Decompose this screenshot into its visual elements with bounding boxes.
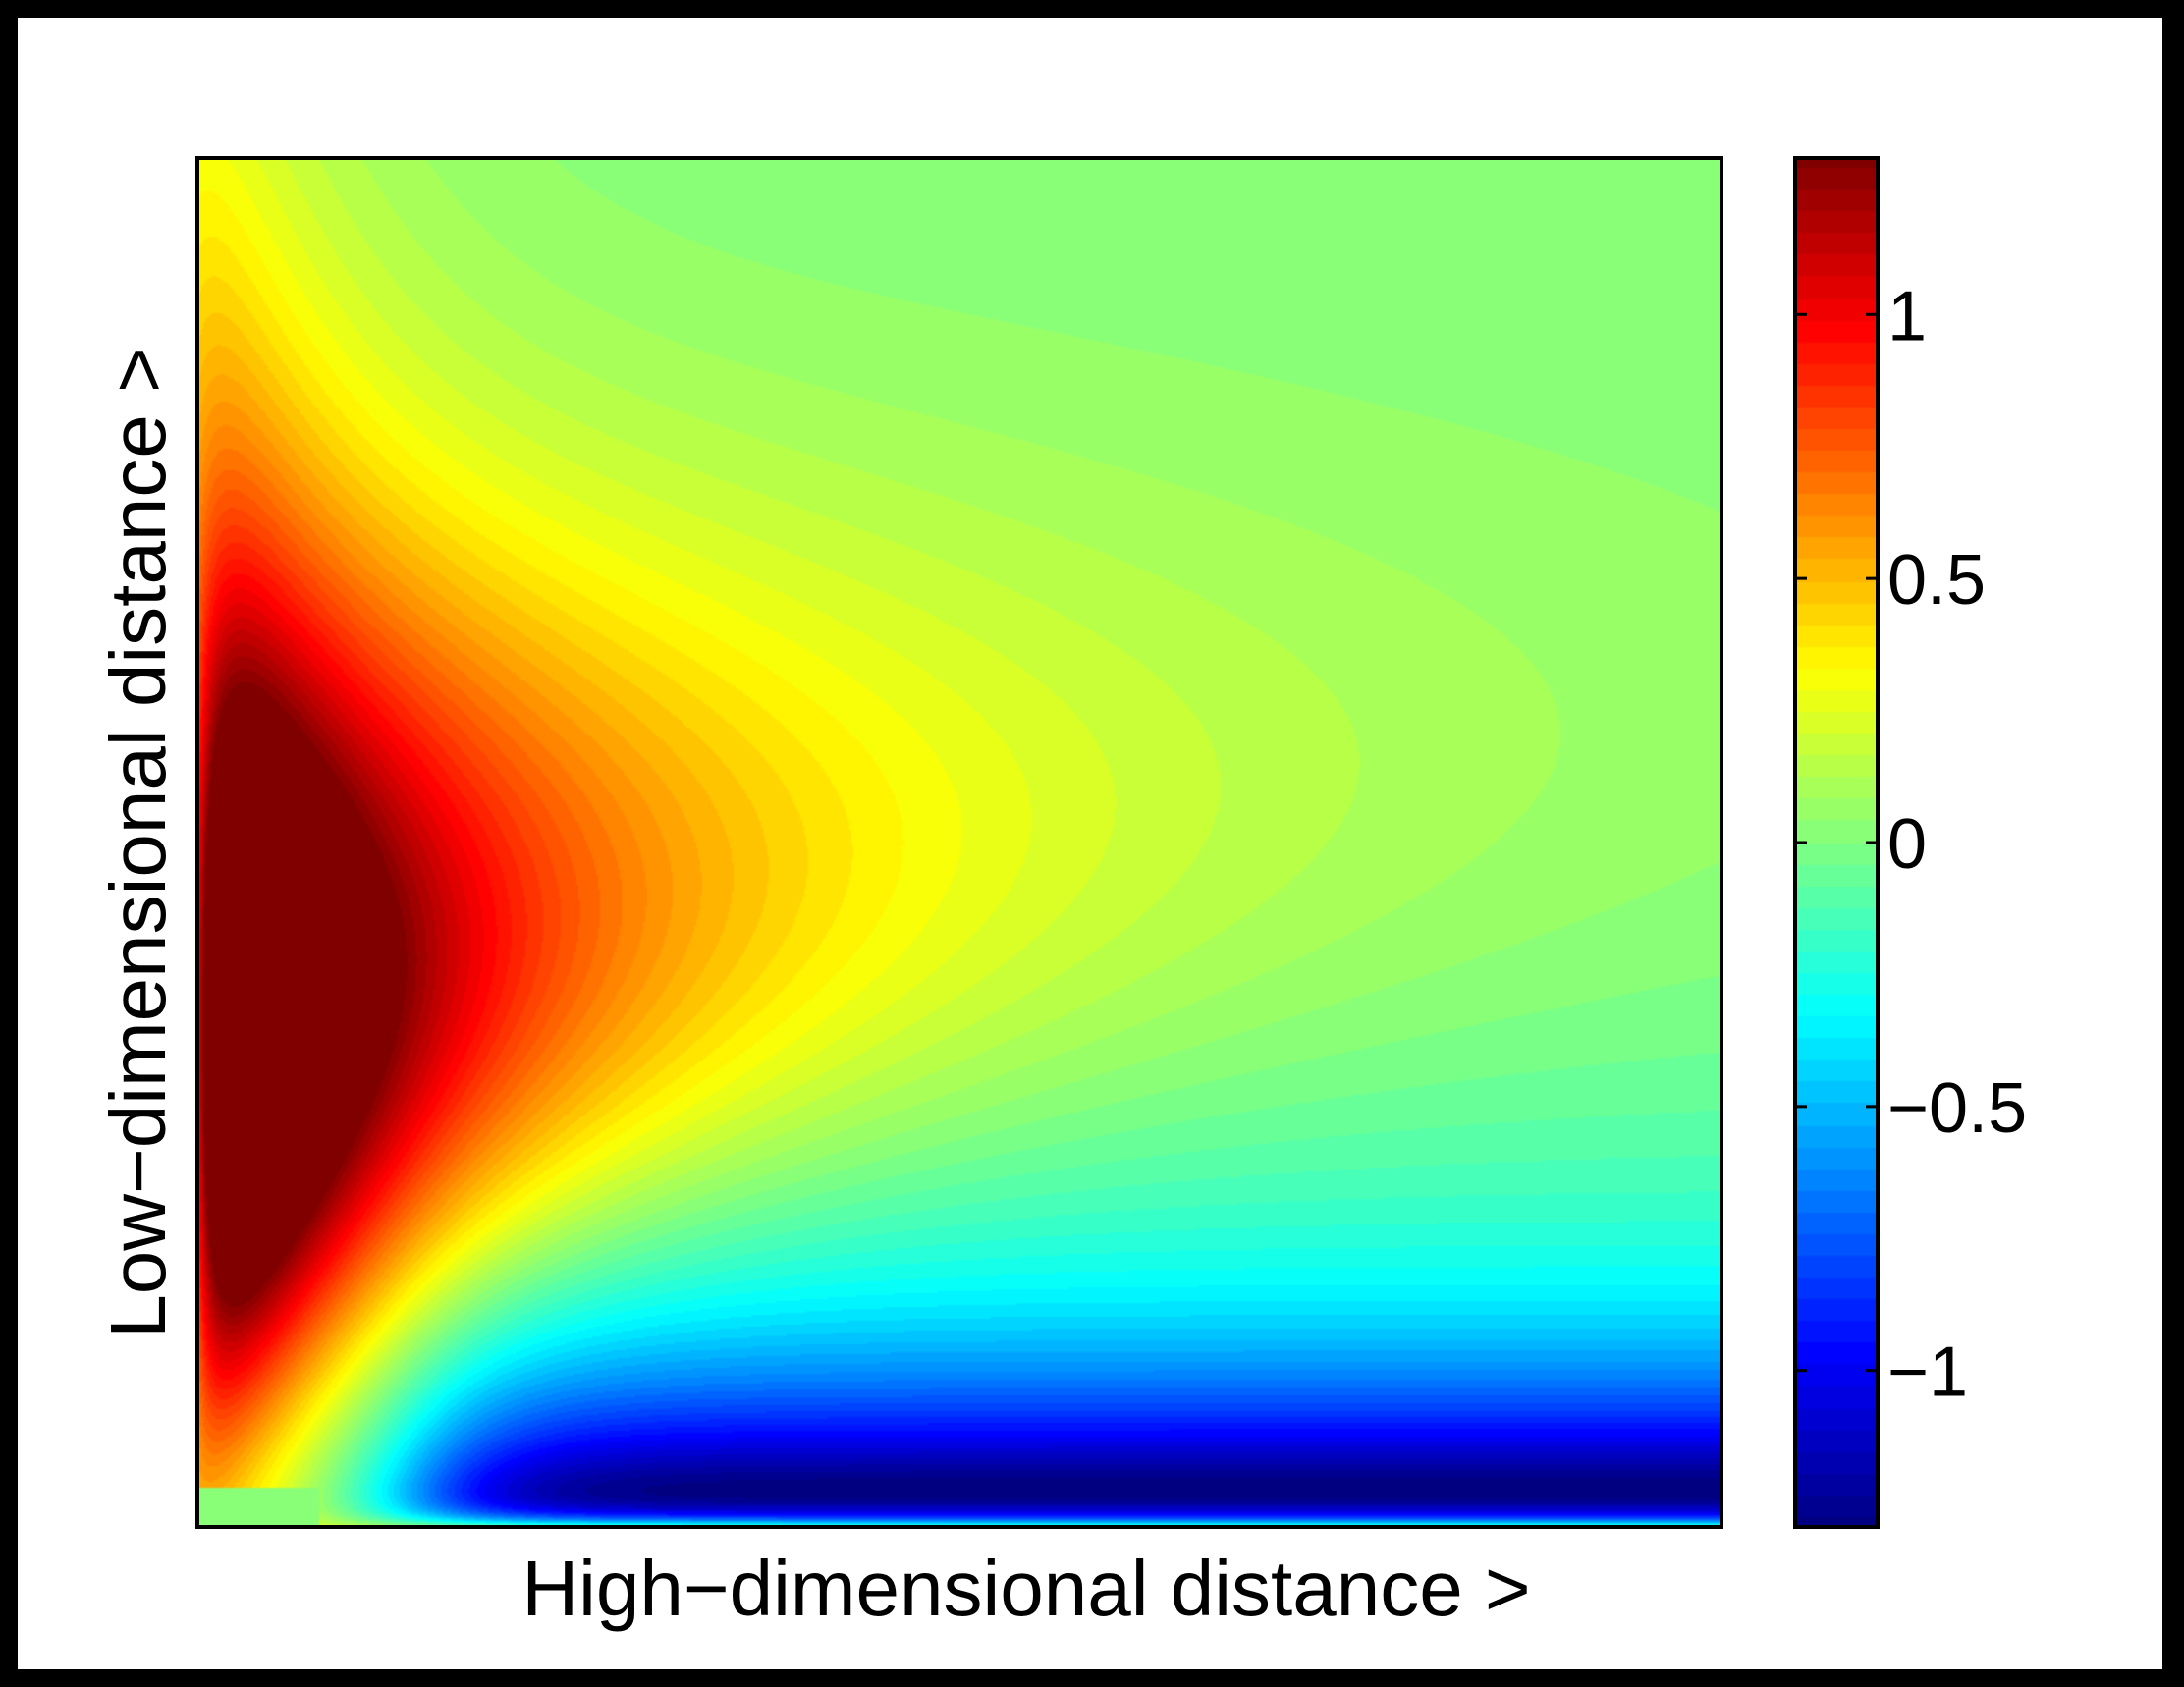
colorbar-ticks: 1 0.5 0 −0.5 −1	[1793, 277, 2027, 1412]
colorbar-tick-label: 1	[1887, 277, 1927, 355]
colorbar-tick-label: 0	[1887, 805, 1927, 884]
colorbar-tick-label: −0.5	[1887, 1069, 2027, 1148]
heatmap-plot	[195, 156, 1723, 1529]
colorbar	[1793, 156, 1880, 1529]
x-axis-label: High−dimensional distance >	[521, 1545, 1530, 1632]
colorbar-tick-label: −1	[1887, 1333, 1968, 1412]
colorbar-tick-label: 0.5	[1887, 541, 1986, 620]
y-axis-label: Low−dimensional distance >	[94, 347, 182, 1338]
plot-axes-box	[195, 156, 1723, 1529]
